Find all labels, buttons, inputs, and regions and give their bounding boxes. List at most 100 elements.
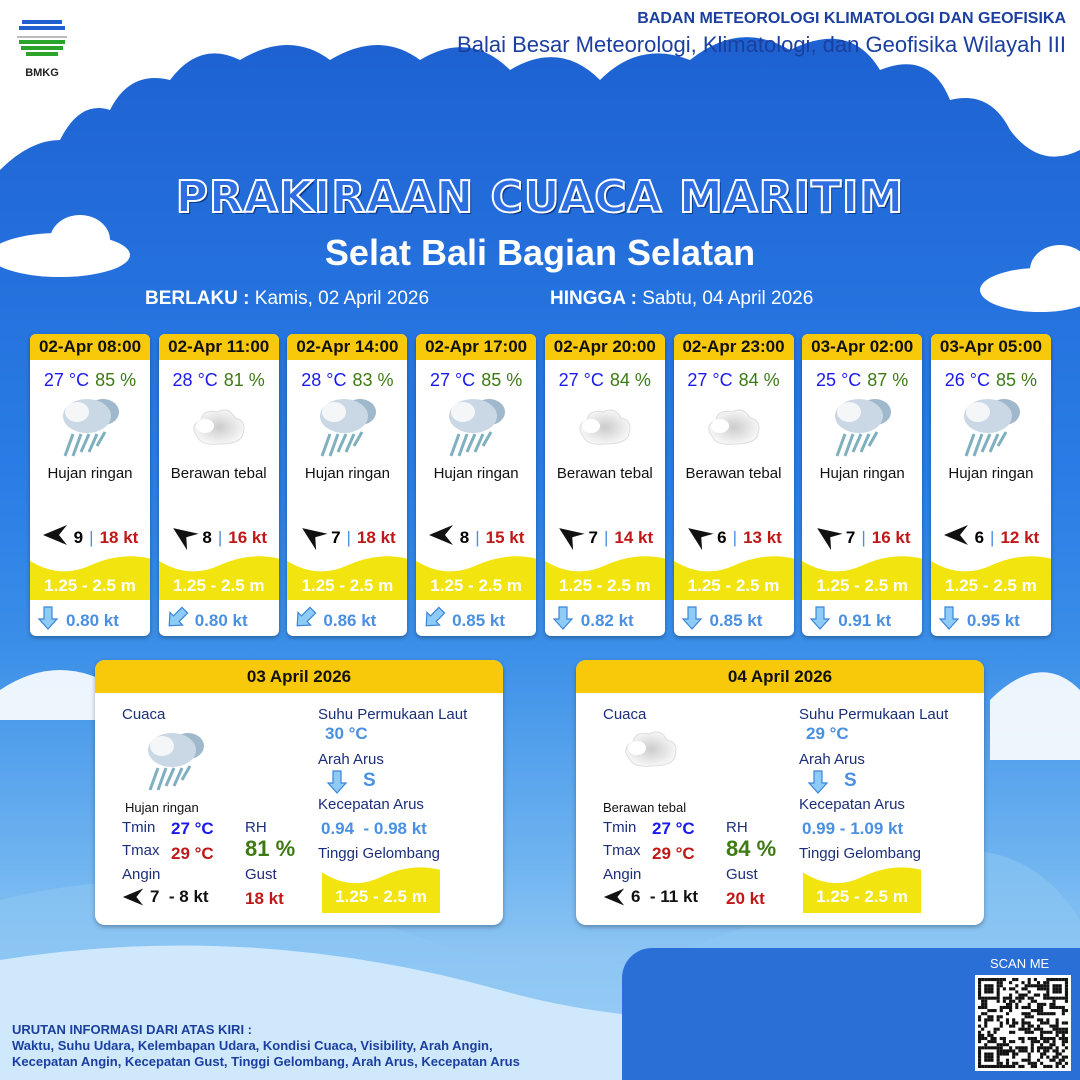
current-direction-icon <box>938 606 960 635</box>
humidity: 81 % <box>223 370 265 390</box>
weather-condition: Berawan tebal <box>170 465 267 482</box>
separator: | <box>861 527 866 547</box>
humidity: 85 % <box>95 370 137 390</box>
forecast-card: 02-Apr 08:00 27 °C 85 % Hujan ringan 9 | 18 kt… <box>30 334 150 636</box>
tmax-label: Tmax <box>603 842 641 859</box>
current-direction-icon <box>37 606 59 635</box>
gust-speed: 14 kt <box>614 527 654 547</box>
wind-speed: 6 <box>717 527 727 547</box>
current-direction-value: S <box>363 770 376 791</box>
weather-condition: Berawan tebal <box>603 800 687 815</box>
air-temperature: 26 °C <box>944 370 990 390</box>
air-temperature: 27 °C <box>429 370 476 390</box>
wave-height: 1.25 - 2.5 m <box>172 576 265 595</box>
overcast-cloud-icon <box>674 391 794 461</box>
wave-height: 1.25 - 2.5 m <box>687 576 780 595</box>
header-org: BADAN METEOROLOGI KLIMATOLOGI DAN GEOFIS… <box>457 10 1066 58</box>
wind-direction-icon <box>685 524 714 551</box>
forecast-card: 02-Apr 20:00 27 °C 84 % Berawan tebal 7 | 14 k… <box>544 334 665 636</box>
current-direction-icon <box>326 770 348 799</box>
light-rain-icon <box>30 391 150 461</box>
current-direction-icon <box>424 606 446 635</box>
current-direction-icon <box>807 770 829 799</box>
humidity: 84 % <box>609 370 651 390</box>
wave-height: 1.25 - 2.5 m <box>816 887 908 906</box>
current-direction-icon <box>681 606 702 635</box>
wind-speed: 7 <box>331 527 341 547</box>
sst-value: 30 °C <box>325 724 368 743</box>
tmin-value: 27 °C <box>171 819 214 838</box>
wave-banner: 1.25 - 2.5 m <box>930 554 1051 600</box>
current-speed: 0.80 kt <box>66 610 119 630</box>
forecast-card: 02-Apr 23:00 27 °C 84 % Berawan tebal 6 | 13 k… <box>673 334 794 636</box>
gust-label: Gust <box>245 866 277 883</box>
wave-banner: 1.25 - 2.5 m <box>322 865 440 913</box>
forecast-card: 02-Apr 11:00 28 °C 81 % Berawan tebal 8 | 16 k… <box>158 334 279 636</box>
current-speed: 0.80 kt <box>194 610 248 630</box>
wave-height: 1.25 - 2.5 m <box>558 576 651 595</box>
tmax-label: Tmax <box>122 842 160 859</box>
gust-label: Gust <box>726 866 758 883</box>
forecast-time: 03-Apr 02:00 <box>802 334 923 360</box>
wind-direction-icon <box>428 524 454 551</box>
wave-banner: 1.25 - 2.5 m <box>30 554 150 600</box>
wind-label: Angin <box>122 866 161 883</box>
forecast-card: 03-Apr 02:00 25 °C 87 % Hujan ringan 7 | 16 kt… <box>802 334 923 636</box>
wave-banner: 1.25 - 2.5 m <box>544 554 665 600</box>
weather-label: Cuaca <box>122 706 166 723</box>
air-temperature: 25 °C <box>816 370 862 390</box>
current-speed-range: 0.94 - 0.98 kt <box>321 819 427 838</box>
wave-height: 1.25 - 2.5 m <box>335 887 427 906</box>
tmax-value: 29 °C <box>652 844 695 863</box>
weather-condition: Hujan ringan <box>304 465 390 482</box>
wind-speed: 8 <box>202 527 212 547</box>
wind-speed: 8 <box>459 527 470 547</box>
overcast-cloud-icon <box>621 726 681 776</box>
wave-height: 1.25 - 2.5 m <box>44 576 136 595</box>
wave-banner: 1.25 - 2.5 m <box>158 554 279 600</box>
gust-value: 18 kt <box>245 889 284 908</box>
air-temperature: 28 °C <box>172 370 218 390</box>
humidity: 85 % <box>481 370 523 390</box>
separator: | <box>603 527 609 547</box>
air-temperature: 27 °C <box>687 370 733 390</box>
weather-condition: Hujan ringan <box>433 465 519 482</box>
sst-label: Suhu Permukaan Laut <box>799 706 949 723</box>
separator: | <box>990 527 995 547</box>
wave-height-label: Tinggi Gelombang <box>799 845 922 862</box>
bmkg-logo: BMKG <box>14 12 70 79</box>
page-title: PRAKIRAAN CUACA MARITIM <box>175 171 905 224</box>
wind-direction-icon <box>814 524 843 551</box>
sst-label: Suhu Permukaan Laut <box>318 706 468 723</box>
current-direction-icon <box>167 606 189 635</box>
wave-banner: 1.25 - 2.5 m <box>803 865 921 913</box>
wave-banner: 1.25 - 2.5 m <box>287 554 408 600</box>
wind-speed: 6 <box>974 527 985 547</box>
wave-height-label: Tinggi Gelombang <box>318 845 441 862</box>
qr-code[interactable] <box>975 975 1071 1071</box>
separator: | <box>475 527 480 547</box>
wave-banner: 1.25 - 2.5 m <box>802 554 923 600</box>
wind-range: 7 - 8 kt <box>150 887 209 906</box>
gust-speed: 16 kt <box>871 527 911 547</box>
gust-speed: 15 kt <box>485 527 525 547</box>
sst-value: 29 °C <box>806 724 849 743</box>
panel-date: 04 April 2026 <box>576 660 984 693</box>
current-direction-label: Arah Arus <box>799 751 865 768</box>
info-order-note: URUTAN INFORMASI DARI ATAS KIRI : Waktu,… <box>12 1022 520 1070</box>
panel-date: 03 April 2026 <box>95 660 503 693</box>
wave-height: 1.25 - 2.5 m <box>945 576 1037 595</box>
light-rain-icon <box>140 726 210 799</box>
org-name: BADAN METEOROLOGI KLIMATOLOGI DAN GEOFIS… <box>637 10 1066 27</box>
forecast-card: 02-Apr 17:00 27 °C 85 % Hujan ringan 8 | 15 kt… <box>416 334 537 636</box>
wind-label: Angin <box>603 866 642 883</box>
wave-height: 1.25 - 2.5 m <box>816 576 909 595</box>
forecast-time: 02-Apr 17:00 <box>416 334 537 360</box>
weather-condition: Hujan ringan <box>819 465 905 482</box>
forecast-time: 02-Apr 23:00 <box>673 334 794 360</box>
note-title: URUTAN INFORMASI DARI ATAS KIRI : <box>12 1022 252 1037</box>
current-direction-value: S <box>844 770 857 791</box>
valid-from-label: BERLAKU : <box>145 288 250 309</box>
current-speed: 0.91 kt <box>838 610 892 630</box>
overcast-cloud-icon <box>159 391 279 461</box>
